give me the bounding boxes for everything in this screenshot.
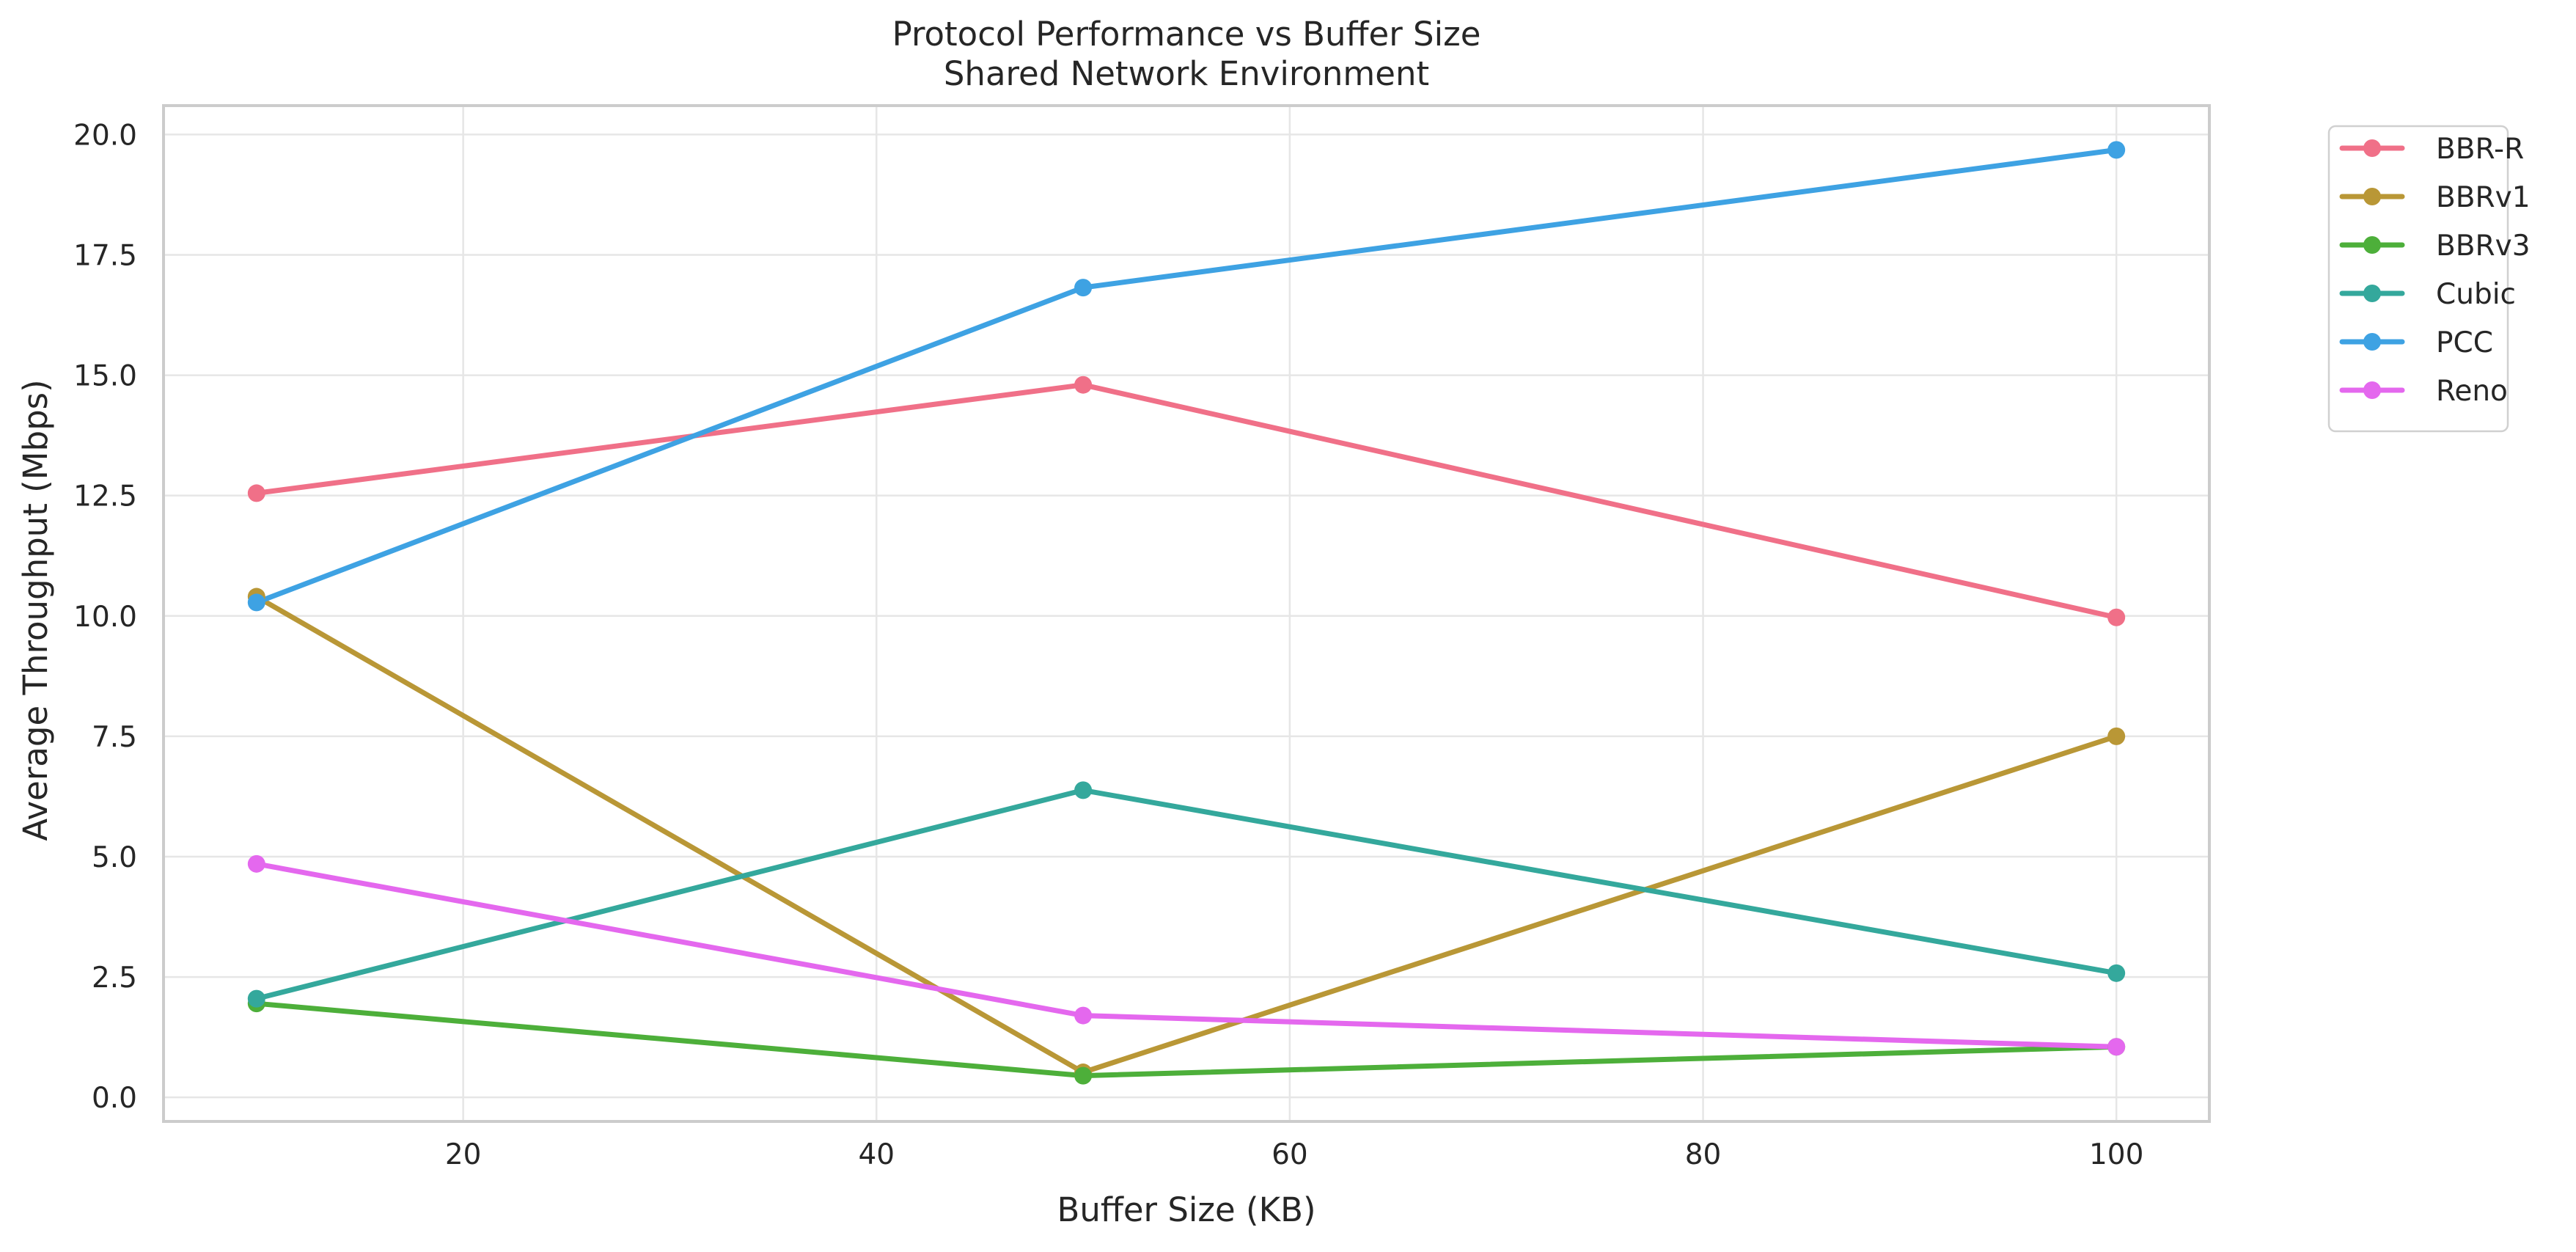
y-tick-label: 10.0	[73, 601, 137, 634]
series-line-bbr-r	[254, 382, 2119, 620]
x-tick-label: 40	[858, 1138, 895, 1171]
y-tick-label: 7.5	[92, 721, 137, 754]
x-axis-label: Buffer Size (KB)	[1057, 1190, 1315, 1229]
data-point-bbrv1	[2107, 727, 2126, 745]
legend-marker-pcc	[2363, 333, 2381, 351]
y-tick-label: 0.0	[92, 1082, 137, 1115]
series-line-cubic	[254, 787, 2119, 1002]
x-tick-label: 60	[1272, 1138, 1308, 1171]
legend: BBR-R BBRv1 BBRv3 Cubic PCC Reno	[2327, 125, 2531, 433]
data-point-cubic	[2107, 964, 2126, 982]
legend-marker-bbrv1	[2363, 188, 2381, 205]
legend-marker-reno	[2363, 381, 2381, 399]
grid	[164, 106, 2209, 1121]
x-axis-ticks: 20 40 60 80 100	[445, 1138, 2144, 1171]
y-tick-label: 15.0	[73, 360, 137, 393]
y-axis-ticks: 0.0 2.5 5.0 7.5 10.0 12.5 15.0 17.5 20.0	[73, 119, 137, 1115]
y-axis-label: Average Throughput (Mbps)	[16, 379, 55, 841]
series-line-bbrv1	[254, 594, 2119, 1075]
plot-frame	[162, 104, 2211, 1123]
data-point-bbr-r	[247, 484, 265, 502]
y-tick-label: 20.0	[73, 119, 137, 152]
x-tick-label: 80	[1685, 1138, 1722, 1171]
chart-title: Protocol Performance vs Buffer Size	[892, 15, 1481, 54]
series-markers	[247, 141, 2126, 1085]
y-tick-label: 5.0	[92, 841, 137, 874]
data-point-bbrv3	[1074, 1066, 1093, 1085]
y-tick-label: 12.5	[73, 480, 137, 513]
chart-subtitle: Shared Network Environment	[944, 54, 1429, 93]
y-tick-label: 2.5	[92, 962, 137, 995]
legend-label-bbrv1: BBRv1	[2436, 181, 2531, 214]
legend-marker-bbrv3	[2363, 236, 2381, 254]
series-lines	[254, 147, 2119, 1079]
legend-label-reno: Reno	[2436, 375, 2508, 408]
data-point-pcc	[247, 593, 265, 612]
data-point-cubic	[247, 989, 265, 1008]
data-point-pcc	[1074, 279, 1093, 297]
y-tick-label: 17.5	[73, 239, 137, 272]
legend-marker-bbr-r	[2363, 139, 2381, 157]
series-line-reno	[254, 861, 2119, 1050]
series-line-pcc	[254, 147, 2119, 605]
data-point-reno	[247, 854, 265, 873]
data-point-cubic	[1074, 781, 1093, 799]
data-point-bbr-r	[1074, 376, 1093, 394]
legend-label-cubic: Cubic	[2436, 278, 2516, 311]
legend-marker-cubic	[2363, 285, 2381, 302]
data-point-reno	[1074, 1006, 1093, 1025]
data-point-bbr-r	[2107, 608, 2126, 626]
x-tick-label: 20	[445, 1138, 482, 1171]
data-point-reno	[2107, 1038, 2126, 1056]
legend-label-bbrv3: BBRv3	[2436, 230, 2531, 263]
x-tick-label: 100	[2089, 1138, 2143, 1171]
data-point-pcc	[2107, 141, 2126, 159]
legend-label-bbr-r: BBR-R	[2436, 133, 2524, 166]
legend-label-pcc: PCC	[2436, 326, 2493, 359]
